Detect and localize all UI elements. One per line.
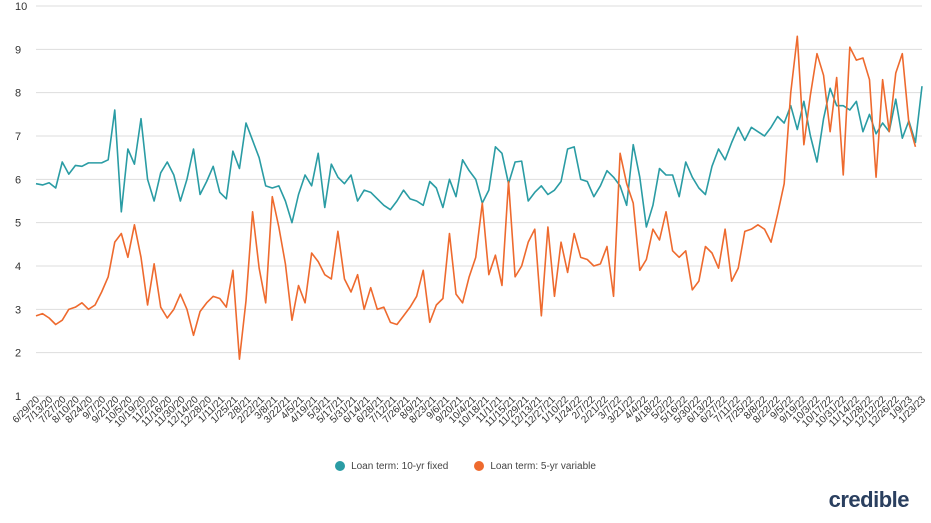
y-tick-label: 9 bbox=[15, 44, 21, 56]
y-tick-label: 2 bbox=[15, 348, 21, 360]
legend-item-10yr-fixed: Loan term: 10-yr fixed bbox=[335, 458, 448, 474]
y-tick-label: 5 bbox=[15, 218, 21, 230]
grid-lines bbox=[36, 5, 922, 397]
y-tick-label: 1 bbox=[15, 391, 21, 403]
series-line-10yr-fixed bbox=[35, 86, 923, 228]
legend-swatch-10yr-fixed bbox=[335, 461, 346, 471]
y-tick-label: 3 bbox=[15, 304, 21, 316]
chart-legend: Loan term: 10-yr fixed Loan term: 5-yr v… bbox=[0, 458, 931, 474]
legend-item-5yr-variable: Loan term: 5-yr variable bbox=[474, 458, 596, 474]
legend-label-10yr-fixed: Loan term: 10-yr fixed bbox=[351, 460, 449, 472]
y-tick-label: 6 bbox=[15, 174, 21, 186]
y-tick-label: 4 bbox=[15, 261, 21, 273]
y-tick-label: 8 bbox=[15, 88, 21, 100]
series-lines bbox=[35, 35, 923, 360]
y-tick-label: 10 bbox=[15, 1, 27, 13]
y-axis-ticks: 1 2 3 4 5 6 7 8 9 10 bbox=[15, 1, 27, 403]
x-axis-ticks: 6/29/207/13/207/27/208/10/208/24/209/7/2… bbox=[11, 394, 929, 430]
legend-swatch-5yr-variable bbox=[474, 461, 485, 471]
legend-label-5yr-variable: Loan term: 5-yr variable bbox=[490, 460, 596, 472]
credible-logo: credible bbox=[828, 487, 910, 512]
y-tick-label: 7 bbox=[15, 131, 21, 143]
series-line-5yr-variable bbox=[35, 35, 917, 360]
